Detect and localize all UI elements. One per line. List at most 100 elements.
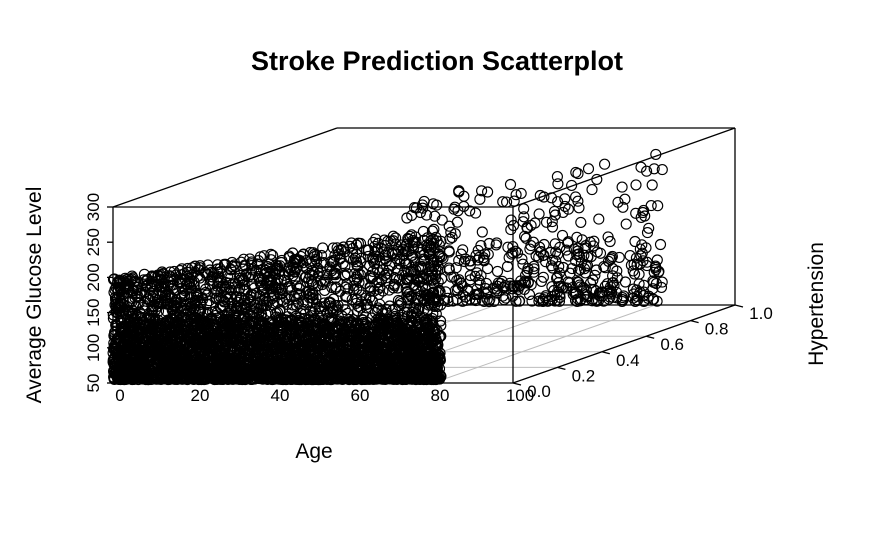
data-point: [476, 185, 488, 197]
data-point: [233, 272, 245, 284]
data-point: [574, 295, 586, 307]
data-point: [449, 228, 461, 240]
data-point: [241, 330, 253, 342]
data-point: [300, 352, 312, 364]
data-point: [162, 370, 174, 382]
data-point: [576, 234, 588, 246]
data-point: [538, 238, 550, 251]
data-point: [648, 266, 660, 278]
data-point: [429, 323, 441, 335]
data-point: [428, 223, 440, 235]
data-point: [208, 355, 220, 368]
data-point: [453, 254, 465, 266]
data-point: [343, 365, 356, 377]
data-point: [530, 250, 542, 262]
data-point: [593, 213, 605, 225]
data-point: [386, 304, 398, 316]
data-point: [275, 312, 287, 324]
data-point: [142, 349, 154, 361]
data-point: [517, 258, 529, 270]
data-point: [474, 193, 486, 205]
data-point: [473, 288, 485, 300]
data-point: [611, 272, 623, 284]
data-point: [410, 231, 422, 243]
data-point: [476, 226, 488, 238]
data-point: [655, 281, 668, 293]
data-point: [411, 273, 423, 285]
data-point: [107, 312, 119, 325]
data-point: [641, 165, 653, 177]
data-point: [379, 369, 391, 381]
data-point: [573, 202, 585, 214]
data-point: [274, 338, 286, 350]
grid-line: [432, 304, 656, 384]
data-point: [288, 346, 300, 359]
data-point: [451, 284, 463, 297]
data-point: [235, 256, 247, 268]
data-point: [174, 330, 186, 342]
data-point: [177, 340, 189, 352]
data-point: [198, 373, 210, 386]
data-point: [185, 291, 197, 303]
data-point: [634, 243, 646, 255]
data-point: [572, 195, 584, 207]
data-point: [334, 350, 346, 362]
data-point: [168, 265, 180, 277]
data-point: [482, 186, 494, 198]
data-point: [341, 278, 353, 290]
data-point: [451, 216, 463, 228]
data-point: [630, 207, 642, 219]
data-point: [469, 289, 481, 301]
data-point: [176, 319, 189, 331]
data-point: [230, 320, 242, 332]
data-point: [110, 345, 122, 357]
data-point: [518, 211, 530, 223]
data-point: [578, 249, 590, 261]
frame-edge: [512, 127, 736, 208]
data-point: [113, 373, 125, 385]
data-point: [483, 237, 495, 250]
data-point: [592, 295, 605, 307]
data-point: [428, 372, 441, 384]
data-point: [317, 242, 329, 254]
data-point: [258, 295, 270, 307]
data-point: [319, 338, 331, 350]
data-point: [295, 369, 307, 381]
data-point: [389, 303, 401, 315]
data-point: [643, 222, 655, 234]
data-point: [227, 327, 239, 340]
data-point: [169, 348, 181, 360]
data-point: [423, 270, 435, 282]
data-point: [221, 336, 233, 348]
data-point: [217, 294, 229, 306]
data-point: [259, 268, 271, 280]
data-point: [368, 253, 380, 265]
data-point: [117, 373, 129, 385]
data-point: [604, 281, 617, 293]
data-point: [357, 331, 369, 343]
data-point: [125, 341, 137, 353]
data-point: [518, 276, 530, 288]
data-point: [625, 259, 637, 271]
data-point: [552, 178, 564, 190]
data-point: [443, 262, 455, 274]
data-point: [457, 295, 469, 307]
data-point: [464, 269, 476, 282]
data-point: [263, 326, 275, 338]
data-point: [519, 230, 531, 242]
data-point: [603, 287, 615, 299]
data-point: [267, 326, 279, 338]
data-point: [525, 279, 537, 291]
data-point: [283, 320, 295, 332]
data-point: [519, 269, 532, 282]
data-point: [303, 358, 316, 370]
data-point: [373, 251, 385, 263]
data-point: [656, 164, 668, 176]
data-point: [367, 254, 379, 266]
data-point: [258, 357, 270, 369]
data-point: [605, 253, 617, 265]
data-point: [520, 232, 532, 244]
data-point: [151, 358, 163, 371]
data-point: [269, 360, 281, 372]
data-point: [219, 259, 231, 271]
